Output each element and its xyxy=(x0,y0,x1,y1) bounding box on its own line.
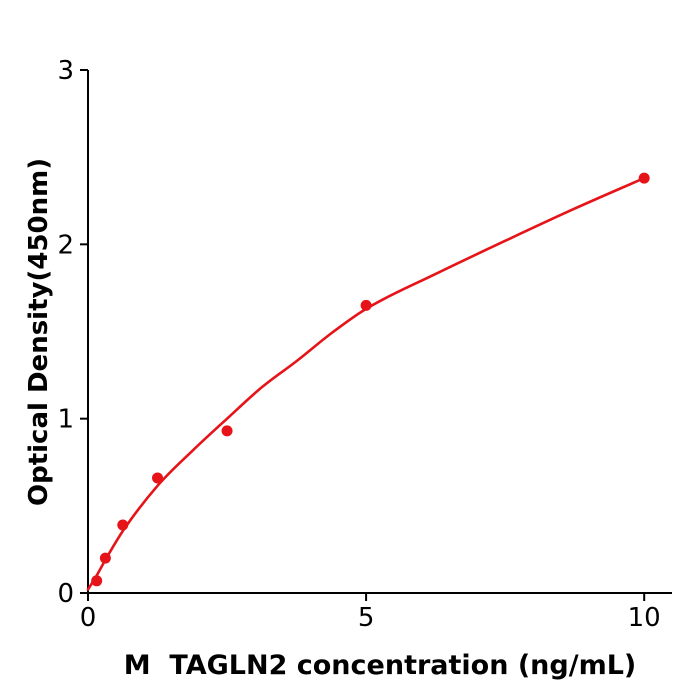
fit-curve-line xyxy=(86,176,646,591)
data-point xyxy=(221,425,233,437)
data-point xyxy=(152,472,164,484)
y-tick-label: 0 xyxy=(57,579,74,609)
y-tick-label: 1 xyxy=(57,405,74,435)
data-point xyxy=(360,299,372,311)
x-tick-label: 0 xyxy=(80,603,97,633)
data-point xyxy=(638,172,650,184)
data-point xyxy=(117,519,129,531)
data-point xyxy=(99,552,111,564)
y-tick-label: 3 xyxy=(57,56,74,86)
y-tick-label: 2 xyxy=(57,230,74,260)
x-tick-label: 5 xyxy=(358,603,375,633)
y-axis-title: Optical Density(450nm) xyxy=(24,157,54,506)
x-tick-label: 10 xyxy=(628,603,661,633)
data-point xyxy=(91,575,103,587)
x-axis-title: M TAGLN2 concentration (ng/mL) xyxy=(123,650,637,681)
